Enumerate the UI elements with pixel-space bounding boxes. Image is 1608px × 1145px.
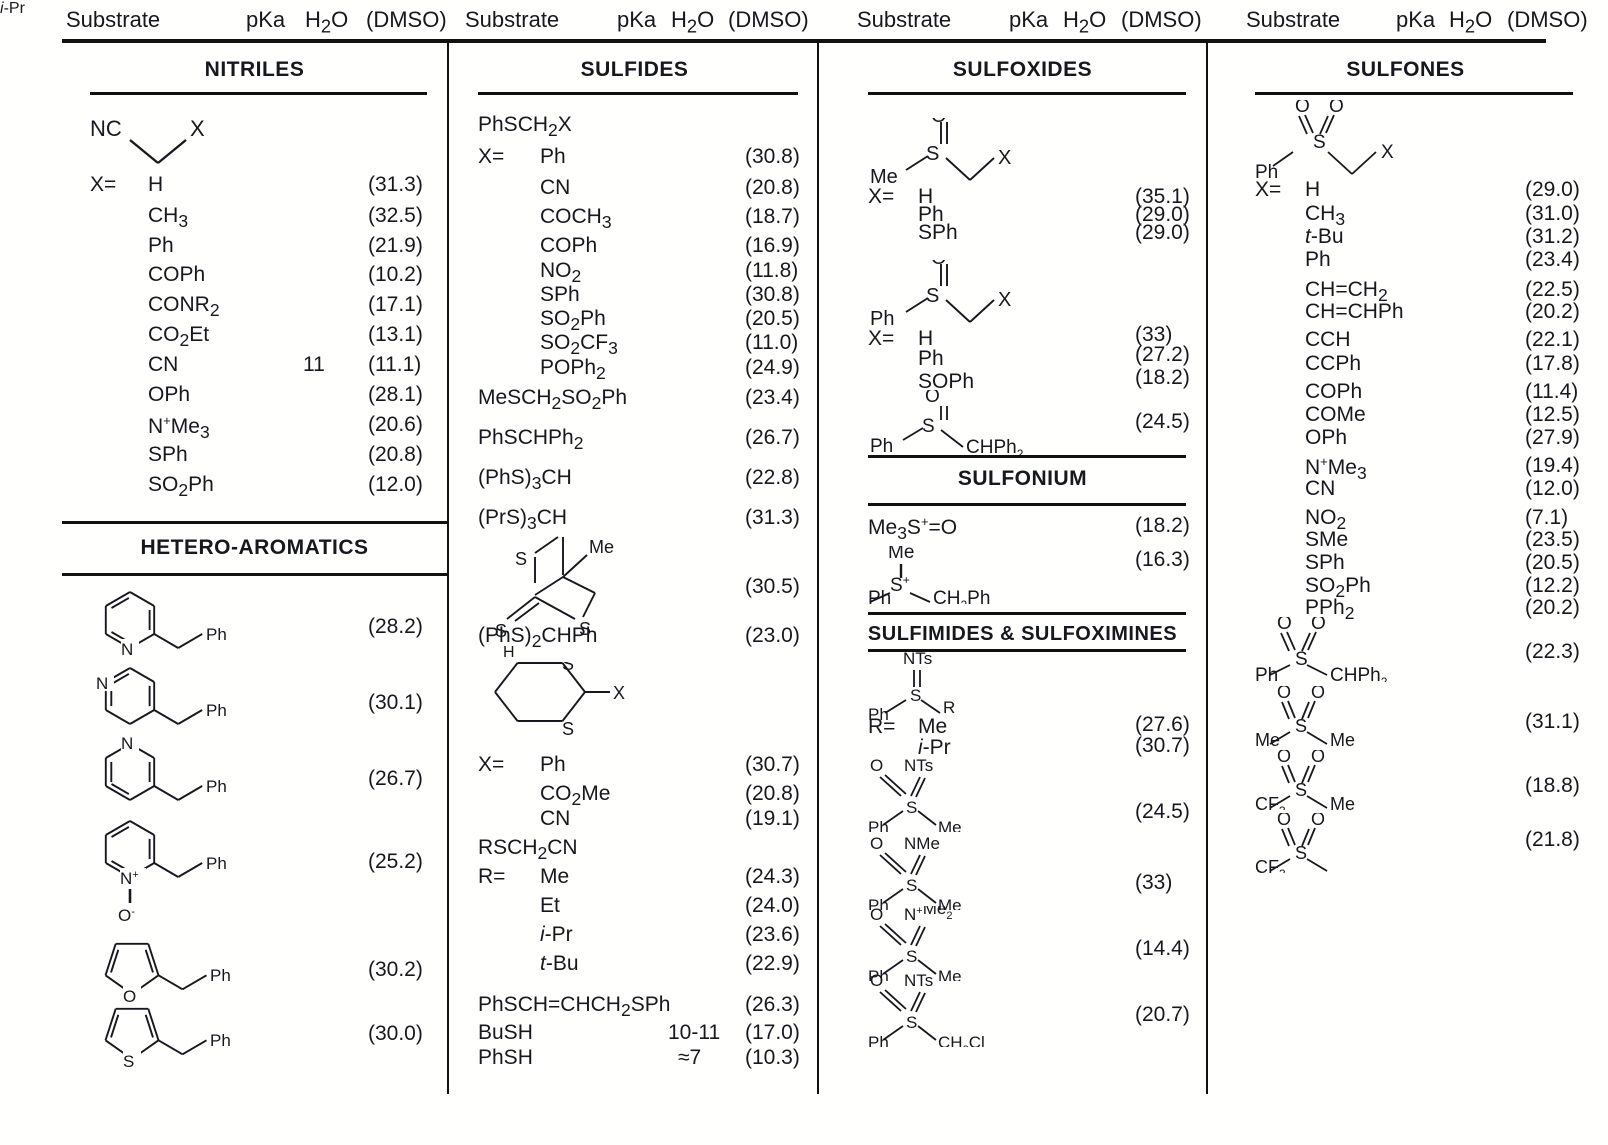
svg-text:O: O [931, 260, 947, 269]
svg-text:O: O [870, 972, 883, 990]
svg-text:S: S [1313, 132, 1326, 153]
svg-text:S: S [123, 1052, 134, 1068]
svg-text:O: O [1277, 686, 1291, 702]
svg-text:NMe: NMe [904, 835, 940, 853]
svg-text:S: S [910, 686, 921, 705]
svg-text:NTs: NTs [903, 652, 932, 668]
svg-text:S: S [1295, 649, 1308, 670]
svg-text:O: O [870, 757, 883, 775]
svg-text:Me: Me [1330, 730, 1355, 746]
svg-text:O: O [931, 118, 947, 127]
svg-text:Me: Me [589, 537, 614, 557]
svg-text:N: N [96, 674, 108, 693]
svg-text:O: O [1311, 686, 1325, 702]
svg-text:S: S [906, 1013, 917, 1032]
svg-text:Ph: Ph [210, 966, 231, 985]
svg-text:S: S [906, 876, 917, 895]
svg-text:NTs: NTs [904, 757, 933, 775]
svg-text:O: O [1311, 750, 1325, 766]
svg-text:O: O [1311, 617, 1326, 634]
svg-text:NC: NC [90, 116, 122, 141]
svg-text:N+Me2: N+Me2 [904, 906, 952, 924]
svg-text:S: S [562, 719, 574, 739]
svg-text:N: N [121, 734, 133, 753]
svg-text:Ph: Ph [868, 818, 889, 832]
svg-text:Ph: Ph [206, 854, 227, 873]
svg-text:Ph: Ph [206, 777, 227, 796]
svg-text:O: O [1295, 100, 1310, 117]
svg-text:S: S [926, 143, 939, 165]
svg-text:X: X [998, 289, 1011, 311]
svg-text:CH2Cl: CH2Cl [938, 1033, 985, 1047]
svg-text:Ph: Ph [868, 588, 891, 604]
svg-text:X: X [1381, 142, 1394, 163]
svg-text:Ph: Ph [210, 1031, 231, 1050]
svg-text:S+: S+ [890, 573, 910, 596]
svg-text:S: S [515, 549, 527, 569]
svg-text:O: O [925, 390, 940, 407]
svg-text:Ph: Ph [868, 1033, 889, 1047]
svg-text:Ph: Ph [1255, 665, 1278, 682]
svg-text:Ph: Ph [870, 436, 893, 455]
svg-text:Me: Me [1330, 794, 1355, 810]
svg-text:X: X [998, 147, 1011, 169]
svg-text:O: O [1277, 750, 1291, 766]
svg-text:Me: Me [888, 546, 914, 563]
svg-text:S: S [1295, 843, 1307, 863]
svg-text:S: S [906, 947, 917, 966]
svg-text:O: O [1329, 100, 1344, 117]
svg-text:O: O [1311, 813, 1325, 829]
svg-text:CHPh2: CHPh2 [1330, 665, 1388, 682]
svg-text:Ph: Ph [206, 625, 227, 644]
svg-text:S: S [906, 798, 917, 817]
svg-text:NTs: NTs [904, 972, 933, 990]
svg-text:O: O [870, 835, 883, 853]
svg-text:X: X [613, 683, 625, 703]
svg-text:S: S [562, 662, 574, 674]
svg-text:Ph: Ph [206, 701, 227, 720]
svg-text:S: S [1295, 716, 1307, 736]
svg-text:Me: Me [938, 818, 962, 832]
svg-text:Me: Me [1255, 730, 1280, 746]
svg-text:X: X [190, 116, 205, 141]
svg-text:O: O [870, 906, 883, 924]
svg-text:S: S [926, 285, 939, 307]
svg-text:O: O [1277, 617, 1292, 634]
svg-text:S: S [922, 416, 935, 437]
svg-text:O-: O- [118, 906, 135, 925]
svg-text:N: N [121, 640, 133, 659]
svg-text:S: S [1295, 780, 1307, 800]
svg-text:CH2Ph: CH2Ph [933, 588, 990, 604]
svg-text:CHPh2: CHPh2 [966, 437, 1024, 455]
svg-text:O: O [1277, 813, 1291, 829]
